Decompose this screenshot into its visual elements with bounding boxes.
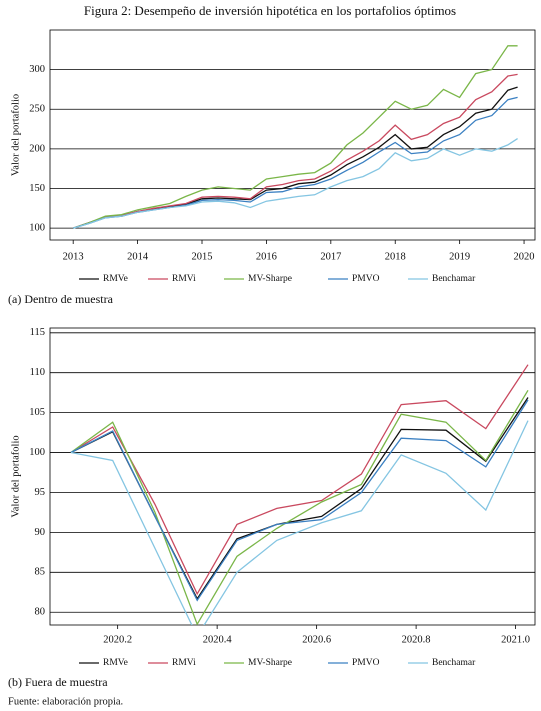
legend-label: PMVO xyxy=(352,658,380,668)
x-tick-label: 2020.2 xyxy=(103,634,132,645)
series-line xyxy=(70,364,529,596)
x-tick-label: 2020 xyxy=(514,251,535,262)
legend-label: RMVe xyxy=(103,274,128,284)
legend-label: RMVi xyxy=(172,658,196,668)
legend-label: MV-Sharpe xyxy=(248,274,292,284)
y-tick-label: 250 xyxy=(29,104,45,115)
plot-frame xyxy=(49,29,536,241)
legend-label: PMVO xyxy=(352,274,380,284)
source-note: Fuente: elaboración propia. xyxy=(8,696,123,707)
x-tick-label: 2016 xyxy=(256,251,277,262)
chart-caption: (a) Dentro de muestra xyxy=(8,292,114,306)
figure-title: Figura 2: Desempeño de inversión hipotét… xyxy=(84,3,456,18)
series-line xyxy=(72,73,518,229)
legend-label: RMVe xyxy=(103,658,128,668)
legend-label: MV-Sharpe xyxy=(248,658,292,668)
chart-caption: (b) Fuera de muestra xyxy=(8,675,108,689)
x-tick-label: 2018 xyxy=(385,251,406,262)
plot-frame xyxy=(49,327,536,626)
x-tick-label: 2020.8 xyxy=(402,634,431,645)
x-tick-label: 2020.6 xyxy=(302,634,331,645)
y-axis-label: Valor del portafolio xyxy=(10,94,21,176)
y-tick-label: 100 xyxy=(29,447,45,458)
series-line xyxy=(72,86,518,229)
y-tick-label: 100 xyxy=(29,223,45,234)
y-tick-label: 115 xyxy=(30,327,45,338)
y-tick-label: 200 xyxy=(29,143,45,154)
y-tick-label: 105 xyxy=(29,407,45,418)
x-tick-label: 2017 xyxy=(320,251,341,262)
y-tick-label: 110 xyxy=(30,367,45,378)
legend-label: Benchamar xyxy=(432,274,476,284)
series-line xyxy=(73,96,518,229)
x-tick-label: 2013 xyxy=(63,251,84,262)
y-tick-label: 150 xyxy=(29,183,45,194)
x-tick-label: 2020.4 xyxy=(203,634,233,645)
y-tick-label: 90 xyxy=(35,527,46,538)
x-tick-label: 2019 xyxy=(449,251,470,262)
y-tick-label: 300 xyxy=(29,64,45,75)
legend-label: Benchamar xyxy=(432,658,476,668)
series-line xyxy=(72,45,518,229)
series-line xyxy=(70,399,529,602)
series-line xyxy=(70,397,529,600)
legend-label: RMVi xyxy=(172,274,196,284)
x-tick-label: 2014 xyxy=(127,251,149,262)
y-tick-label: 85 xyxy=(35,567,46,578)
series-line xyxy=(73,138,518,229)
y-tick-label: 80 xyxy=(35,607,46,618)
y-tick-label: 95 xyxy=(35,487,46,498)
series-line xyxy=(70,389,529,625)
x-tick-label: 2015 xyxy=(192,251,213,262)
x-tick-label: 2021.0 xyxy=(501,634,530,645)
y-axis-label: Valor del portafolio xyxy=(10,435,21,517)
series-line xyxy=(70,420,529,625)
